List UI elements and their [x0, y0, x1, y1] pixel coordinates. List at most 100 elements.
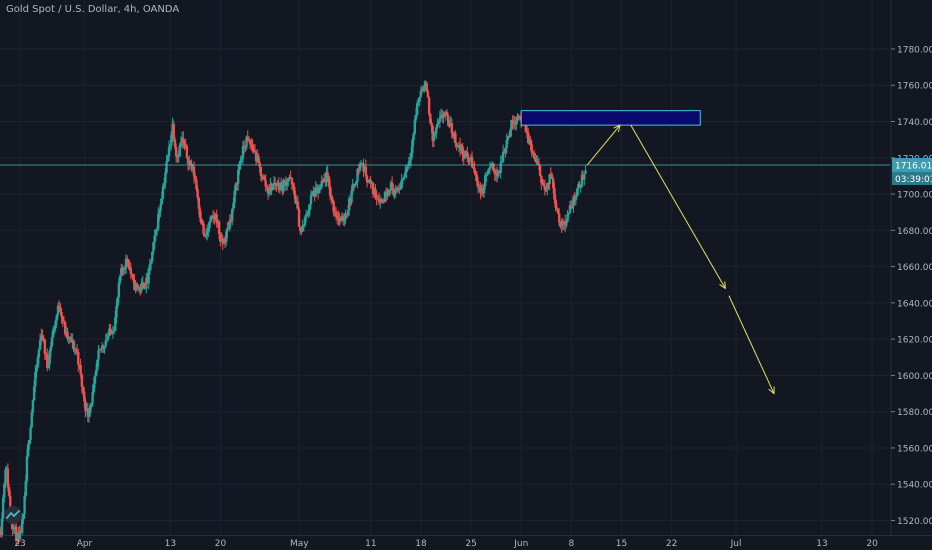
candle-body: [556, 209, 560, 214]
candle-body: [43, 339, 47, 355]
candle-body: [542, 183, 545, 186]
candle-body: [404, 172, 407, 177]
candle-body: [69, 337, 73, 343]
candle-body: [382, 201, 385, 203]
candle-body: [178, 145, 181, 157]
candle-body: [344, 214, 347, 220]
candle-body: [290, 177, 294, 185]
candle-body: [49, 346, 53, 352]
candle-body: [579, 186, 582, 189]
time-tick-label: May: [290, 539, 309, 549]
candle-body: [574, 196, 578, 201]
candle-body: [566, 214, 569, 222]
arrow-down-1-line[interactable]: [630, 124, 726, 289]
candle-body: [369, 179, 372, 185]
candle-body: [46, 354, 49, 369]
arrow-down-1-head: [719, 281, 726, 290]
time-tick-label: 13: [816, 539, 827, 549]
candle-body: [484, 175, 487, 187]
candle-body: [464, 151, 468, 153]
candle-body: [28, 440, 31, 444]
candle-body: [350, 190, 353, 203]
candle-body: [231, 208, 234, 222]
candle-body: [226, 228, 229, 232]
candle-body: [499, 162, 502, 173]
candle-body: [7, 487, 11, 496]
candle-body: [121, 268, 124, 271]
countdown-label: 03:39:01: [895, 175, 932, 185]
candle-body: [474, 172, 477, 175]
candle-body: [179, 143, 183, 146]
candle-body: [108, 328, 111, 336]
candle-body: [123, 268, 127, 270]
candle-body: [307, 210, 310, 215]
candle-body: [543, 185, 547, 191]
candle-body: [438, 117, 442, 122]
candle-body: [219, 234, 222, 242]
candle-body: [278, 186, 282, 191]
last-price-badge: [892, 158, 932, 173]
candle-body: [50, 337, 54, 347]
candle-body: [407, 161, 411, 165]
candle-body: [379, 199, 382, 203]
candle-body: [136, 284, 140, 289]
candle-body: [342, 215, 345, 222]
candle-body: [247, 138, 251, 141]
candle-body: [433, 133, 437, 135]
resistance-zone-rectangle[interactable]: [520, 110, 701, 126]
tradingview-logo-icon[interactable]: [4, 506, 22, 524]
candle-body: [195, 179, 198, 190]
candle-body: [9, 495, 12, 511]
candle-body: [32, 386, 36, 401]
candle-body: [246, 136, 249, 139]
candle-body: [140, 283, 143, 291]
candle-body: [343, 219, 346, 222]
candle-body: [112, 330, 116, 332]
candle-body: [81, 386, 85, 392]
candle-body: [500, 161, 504, 163]
candle-body: [209, 216, 212, 222]
candle-body: [117, 282, 121, 298]
candle-body: [383, 192, 387, 202]
candle-body: [296, 201, 300, 210]
candle-body: [47, 364, 50, 369]
candle-body: [351, 183, 354, 191]
candle-body: [418, 97, 421, 102]
candle-body: [36, 357, 39, 368]
candle-body: [42, 338, 45, 340]
candle-body: [61, 317, 64, 321]
candle-body: [86, 408, 90, 417]
candle-body: [325, 172, 328, 182]
candle-body: [297, 209, 301, 227]
candle-body: [232, 203, 235, 209]
candle-body: [118, 275, 122, 283]
candle-body: [203, 234, 206, 236]
candle-body: [23, 495, 26, 515]
candle-body: [294, 194, 297, 204]
time-tick-label: 15: [616, 539, 627, 549]
candle-body: [401, 179, 405, 181]
price-tick-label: 1560.000: [897, 444, 932, 454]
arrow-up-head: [613, 124, 621, 133]
candle-body: [395, 188, 399, 192]
candle-body: [436, 123, 439, 128]
arrow-down-2-line[interactable]: [728, 295, 775, 394]
candle-body: [66, 331, 69, 339]
candle-body: [211, 215, 215, 218]
candle-body: [408, 159, 412, 162]
arrow-up-line[interactable]: [586, 124, 621, 166]
candle-body: [263, 176, 266, 180]
time-tick-label: 22: [666, 539, 677, 549]
candle-body: [374, 188, 377, 199]
candle-body: [466, 152, 469, 158]
candle-body: [253, 151, 257, 153]
candle-body: [189, 160, 192, 165]
candle-body: [287, 178, 290, 182]
candle-body: [529, 139, 532, 145]
candle-body: [194, 176, 197, 180]
candle-body: [77, 352, 80, 365]
candle-body: [235, 183, 239, 185]
candle-body: [142, 282, 146, 289]
price-tick-label: 1780.000: [897, 45, 932, 55]
